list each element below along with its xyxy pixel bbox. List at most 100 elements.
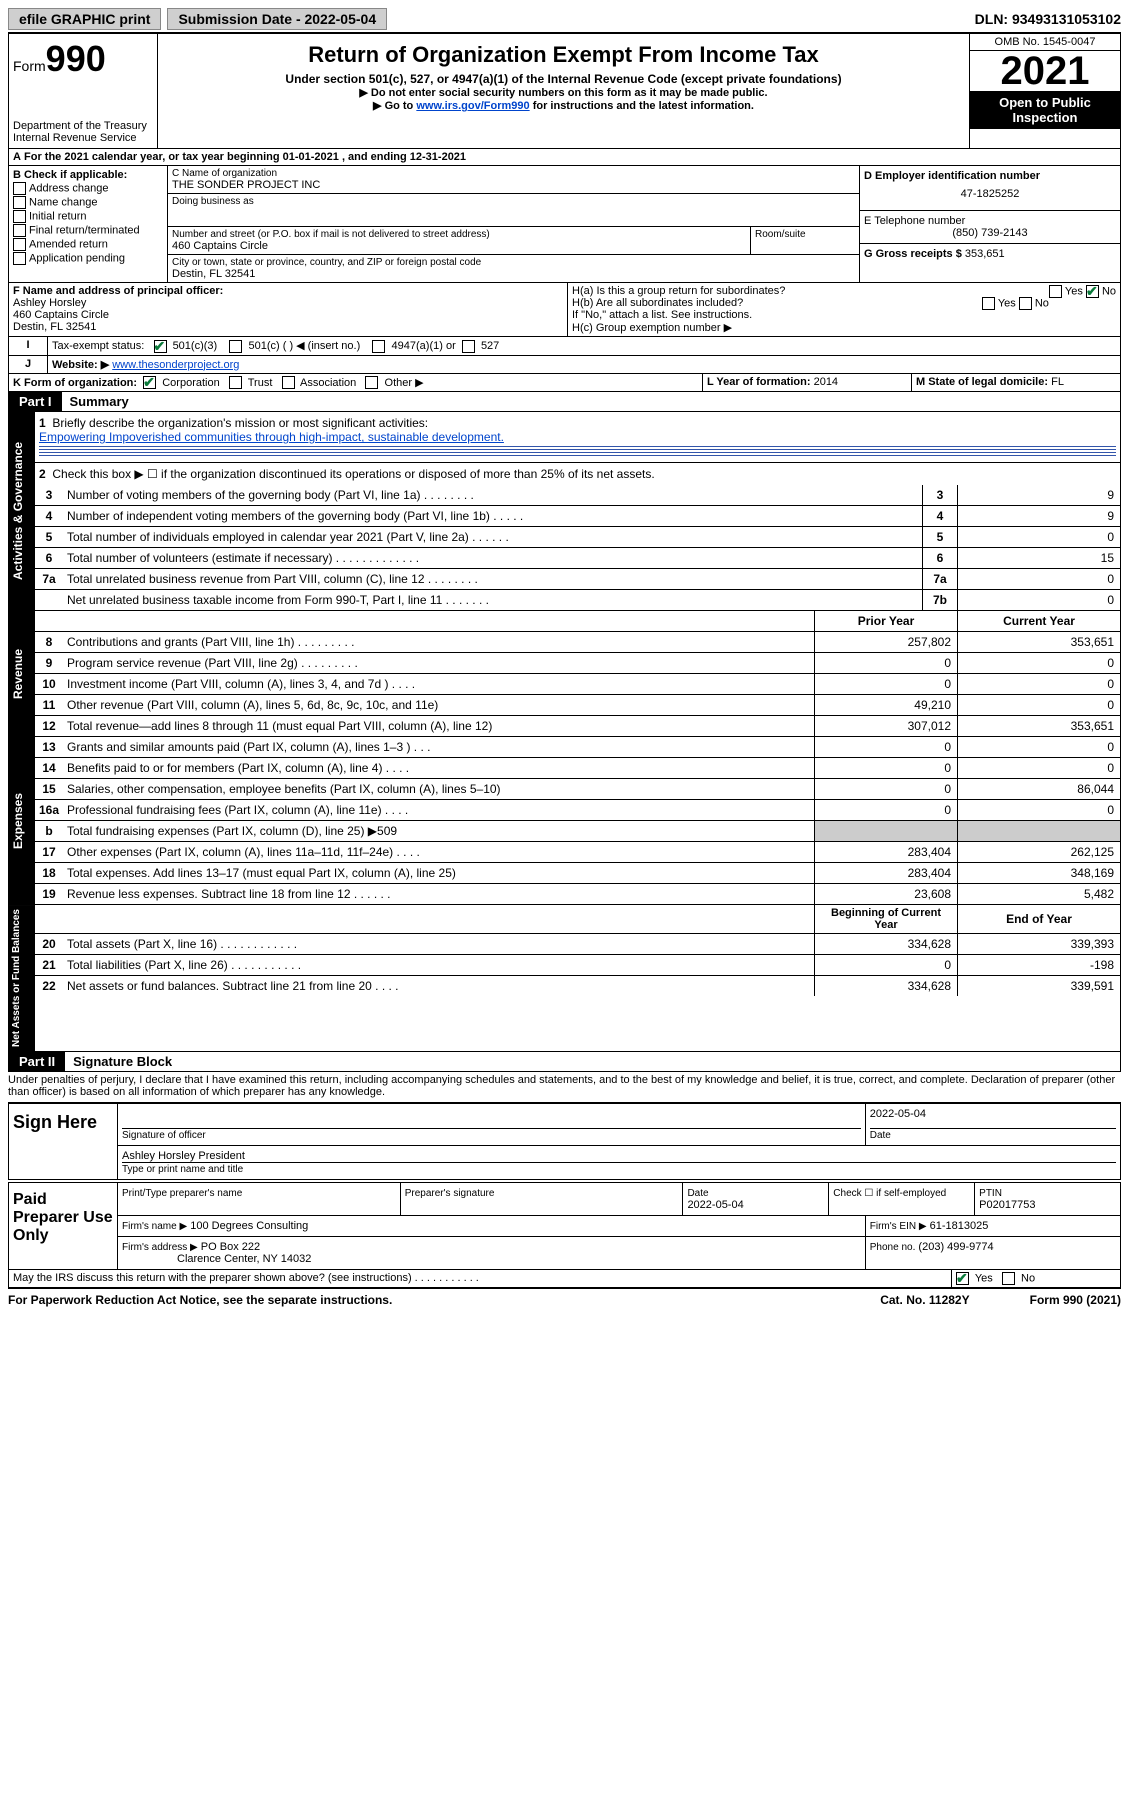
k-opt2: Association xyxy=(300,377,356,389)
line-num: 22 xyxy=(35,979,63,993)
line-current: 0 xyxy=(957,758,1120,778)
col-begin: Beginning of Current Year xyxy=(814,905,957,933)
i-opt2: 501(c) ( ) ◀ (insert no.) xyxy=(248,340,360,352)
firm-phone: (203) 499-9774 xyxy=(918,1241,993,1253)
line-num: 5 xyxy=(35,530,63,544)
check-address-change[interactable] xyxy=(13,182,26,195)
line-box: 4 xyxy=(922,506,957,526)
line-num: 16a xyxy=(35,803,63,817)
line-num: 11 xyxy=(35,698,63,712)
col-prior: Prior Year xyxy=(814,611,957,631)
tax-year: 2021 xyxy=(970,51,1120,91)
discuss-yes[interactable] xyxy=(956,1272,969,1285)
check-final-return[interactable] xyxy=(13,224,26,237)
line-val: 0 xyxy=(957,590,1120,610)
line-num: 13 xyxy=(35,740,63,754)
check-other[interactable] xyxy=(365,376,378,389)
firm-addr1: PO Box 222 xyxy=(201,1241,260,1253)
line-prior: 0 xyxy=(814,779,957,799)
form-id-block: Form990 Department of the Treasury Inter… xyxy=(9,34,158,148)
line-prior: 307,012 xyxy=(814,716,957,736)
line-prior: 257,802 xyxy=(814,632,957,652)
efile-button[interactable]: efile GRAPHIC print xyxy=(8,8,161,30)
check-application-pending[interactable] xyxy=(13,252,26,265)
irs-label: Internal Revenue Service xyxy=(13,132,153,144)
form-number: 990 xyxy=(46,38,106,79)
phone-label: E Telephone number xyxy=(864,215,1116,227)
sig-date: 2022-05-04 xyxy=(870,1108,1116,1129)
website-link[interactable]: www.thesonderproject.org xyxy=(112,359,239,371)
ha-yes[interactable] xyxy=(1049,285,1062,298)
room-label: Room/suite xyxy=(755,229,855,240)
discuss-no[interactable] xyxy=(1002,1272,1015,1285)
hb-label: H(b) Are all subordinates included? xyxy=(572,297,743,309)
firm-addr-label: Firm's address ▶ xyxy=(122,1242,198,1253)
instructions-link[interactable]: www.irs.gov/Form990 xyxy=(416,100,529,112)
ein-value: 47-1825252 xyxy=(864,182,1116,206)
line-num: b xyxy=(35,824,63,838)
check-4947[interactable] xyxy=(372,340,385,353)
check-initial-return[interactable] xyxy=(13,210,26,223)
line-val: 9 xyxy=(957,506,1120,526)
check-trust[interactable] xyxy=(229,376,242,389)
street-value: 460 Captains Circle xyxy=(172,240,746,252)
line-prior: 0 xyxy=(814,758,957,778)
declaration-text: Under penalties of perjury, I declare th… xyxy=(8,1072,1121,1100)
tab-governance: Activities & Governance xyxy=(9,412,35,610)
sig-date-label: Date xyxy=(870,1130,891,1141)
ptin-label: PTIN xyxy=(979,1188,1002,1199)
hb-no[interactable] xyxy=(1019,297,1032,310)
m-label: M State of legal domicile: xyxy=(916,376,1048,388)
hb-yes[interactable] xyxy=(982,297,995,310)
line-desc: Other revenue (Part VIII, column (A), li… xyxy=(63,696,814,714)
line-desc: Net unrelated business taxable income fr… xyxy=(63,591,922,609)
check-527[interactable] xyxy=(462,340,475,353)
line-desc: Total liabilities (Part X, line 26) . . … xyxy=(63,956,814,974)
check-assoc[interactable] xyxy=(282,376,295,389)
b-opt-4: Amended return xyxy=(29,238,108,250)
line-box: 7b xyxy=(922,590,957,610)
line-current: 339,591 xyxy=(957,976,1120,996)
b-opt-0: Address change xyxy=(29,182,109,194)
line-desc: Total fundraising expenses (Part IX, col… xyxy=(63,822,814,840)
ha-no[interactable] xyxy=(1086,285,1099,298)
footer-left: For Paperwork Reduction Act Notice, see … xyxy=(8,1293,392,1307)
check-name-change[interactable] xyxy=(13,196,26,209)
line-num: 10 xyxy=(35,677,63,691)
line-box: 3 xyxy=(922,485,957,505)
ha-yes-lbl: Yes xyxy=(1065,285,1083,297)
line-num: 6 xyxy=(35,551,63,565)
prep-name-label: Print/Type preparer's name xyxy=(122,1188,242,1199)
line-desc: Professional fundraising fees (Part IX, … xyxy=(63,801,814,819)
line-desc: Total assets (Part X, line 16) . . . . .… xyxy=(63,935,814,953)
firm-ein: 61-1813025 xyxy=(930,1220,989,1232)
line-num: 12 xyxy=(35,719,63,733)
m-value: FL xyxy=(1051,376,1064,388)
prep-date-label: Date xyxy=(687,1188,708,1199)
submission-date-button[interactable]: Submission Date - 2022-05-04 xyxy=(167,8,387,30)
prep-sig-label: Preparer's signature xyxy=(405,1188,495,1199)
check-amended[interactable] xyxy=(13,238,26,251)
city-value: Destin, FL 32541 xyxy=(172,268,855,280)
f-label: F Name and address of principal officer: xyxy=(13,285,223,297)
officer-typed-name: Ashley Horsley President xyxy=(122,1150,1116,1163)
q1-label: Briefly describe the organization's miss… xyxy=(52,416,428,430)
col-end: End of Year xyxy=(957,905,1120,933)
line-desc: Number of voting members of the governin… xyxy=(63,486,922,504)
line-current: 353,651 xyxy=(957,632,1120,652)
street-label: Number and street (or P.O. box if mail i… xyxy=(172,229,746,240)
b-opt-2: Initial return xyxy=(29,210,86,222)
check-501c[interactable] xyxy=(229,340,242,353)
prep-self-emp: Check ☐ if self-employed xyxy=(833,1188,946,1199)
mission-link[interactable]: Empowering Impoverished communities thro… xyxy=(39,430,504,444)
note-ssn: ▶ Do not enter social security numbers o… xyxy=(162,86,965,99)
line-desc: Number of independent voting members of … xyxy=(63,507,922,525)
check-corp[interactable] xyxy=(143,376,156,389)
check-501c3[interactable] xyxy=(154,340,167,353)
line-num: 17 xyxy=(35,845,63,859)
part1-label: Part I xyxy=(9,392,62,411)
line-num: 19 xyxy=(35,887,63,901)
line-val: 9 xyxy=(957,485,1120,505)
line-desc: Salaries, other compensation, employee b… xyxy=(63,780,814,798)
officer-addr1: 460 Captains Circle xyxy=(13,309,109,321)
